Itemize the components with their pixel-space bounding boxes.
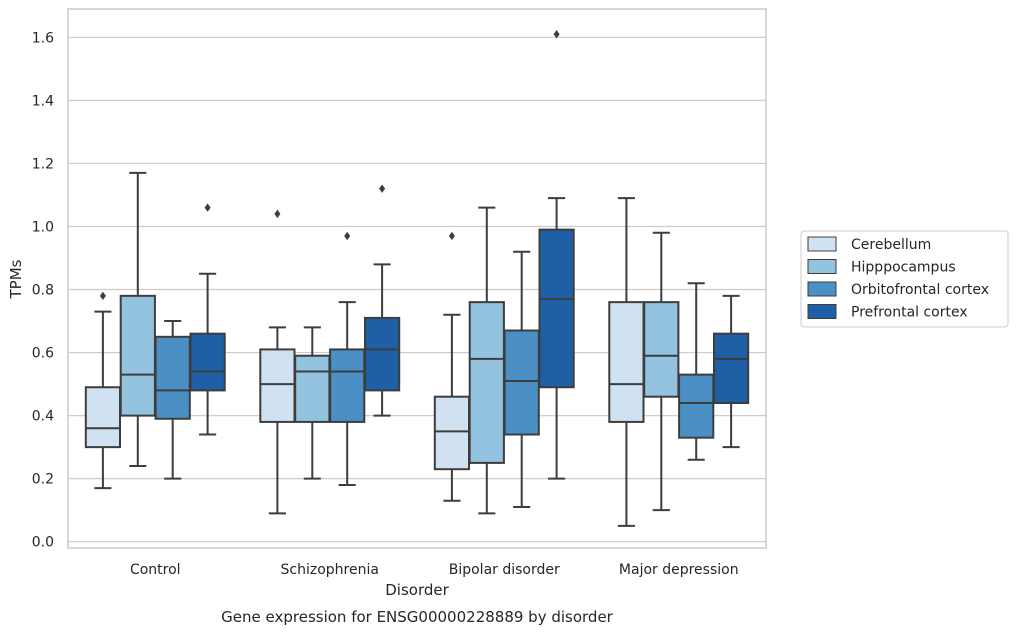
box-iqr: [363, 316, 401, 392]
box-iqr: [189, 332, 226, 392]
box-iqr: [643, 301, 680, 398]
box-orbitofrontal-cortex: [503, 250, 540, 509]
y-tick-label: 1.6: [32, 30, 54, 46]
y-tick-label: 0.4: [32, 409, 54, 425]
y-tick-label: 1.2: [32, 156, 54, 172]
legend-swatch: [807, 236, 837, 252]
legend: Cerebellum Hipppocampus Orbitofrontal cort…: [800, 230, 1009, 328]
legend-frame: [800, 230, 1009, 328]
box-orbitofrontal-cortex: [154, 320, 191, 480]
legend-label: Prefrontal cortex: [851, 305, 968, 321]
legend-label: Hipppocampus: [851, 260, 956, 276]
box-orbitofrontal-cortex: [329, 231, 366, 486]
x-tick-label: Control: [130, 562, 181, 578]
y-tick-label: 1.4: [32, 93, 54, 109]
box-iqr: [468, 301, 505, 464]
legend-swatch: [807, 281, 837, 297]
legend-label: Orbitofrontal cortex: [851, 282, 989, 298]
box-iqr: [84, 386, 122, 449]
box-iqr: [154, 335, 191, 420]
box-iqr: [538, 228, 575, 389]
y-tick-label: 0.8: [32, 283, 54, 299]
outlier-marker: [204, 203, 211, 212]
box-plot-series: [84, 30, 750, 527]
box-iqr: [678, 373, 715, 439]
y-tick-label: 0.0: [32, 535, 54, 551]
box-prefrontal-cortex: [363, 184, 401, 417]
chart-caption: Gene expression for ENSG00000228889 by d…: [221, 608, 614, 626]
box-hipppocampus: [643, 231, 680, 512]
outlier-marker: [274, 209, 281, 219]
box-hipppocampus: [468, 206, 505, 515]
box-cerebellum: [259, 209, 296, 515]
y-tick-label: 0.6: [32, 346, 54, 362]
box-cerebellum: [84, 291, 122, 490]
box-orbitofrontal-cortex: [678, 282, 715, 461]
y-axis-ticks: 0.0 0.2 0.4 0.6 0.8 1.0 1.2 1.4 1.6: [32, 30, 54, 550]
box-prefrontal-cortex: [189, 203, 226, 436]
y-tick-label: 1.0: [32, 219, 54, 235]
outlier-marker: [553, 30, 560, 39]
y-axis-title: TPMs: [7, 259, 25, 299]
box-iqr: [329, 348, 366, 423]
legend-label: Cerebellum: [851, 237, 931, 253]
x-tick-label: Schizophrenia: [281, 562, 379, 578]
x-axis-ticks: Control Schizophrenia Bipolar disorder Majo…: [130, 562, 739, 578]
x-tick-label: Bipolar disorder: [449, 562, 560, 578]
legend-items: Cerebellum Hipppocampus Orbitofrontal cort…: [807, 236, 989, 321]
plot-area-frame: [67, 8, 767, 549]
box-iqr: [119, 294, 156, 417]
x-axis-title: Disorder: [385, 581, 449, 599]
legend-swatch: [807, 304, 837, 319]
box-iqr: [259, 348, 296, 423]
outlier-marker: [344, 231, 351, 241]
box-hipppocampus: [294, 326, 331, 480]
box-prefrontal-cortex: [712, 294, 750, 449]
legend-swatch: [807, 259, 837, 274]
outlier-marker: [99, 291, 106, 301]
box-iqr: [712, 332, 750, 405]
box-iqr: [433, 395, 471, 471]
x-tick-label: Major depression: [619, 562, 739, 578]
outlier-marker: [379, 184, 386, 193]
box-cerebellum: [608, 197, 645, 527]
box-iqr: [294, 354, 331, 423]
box-cerebellum: [433, 231, 471, 502]
box-iqr: [608, 301, 645, 423]
y-tick-label: 0.2: [32, 472, 54, 488]
box-prefrontal-cortex: [538, 30, 575, 480]
outlier-marker: [448, 231, 455, 241]
box-iqr: [503, 329, 540, 436]
box-hipppocampus: [119, 171, 156, 468]
